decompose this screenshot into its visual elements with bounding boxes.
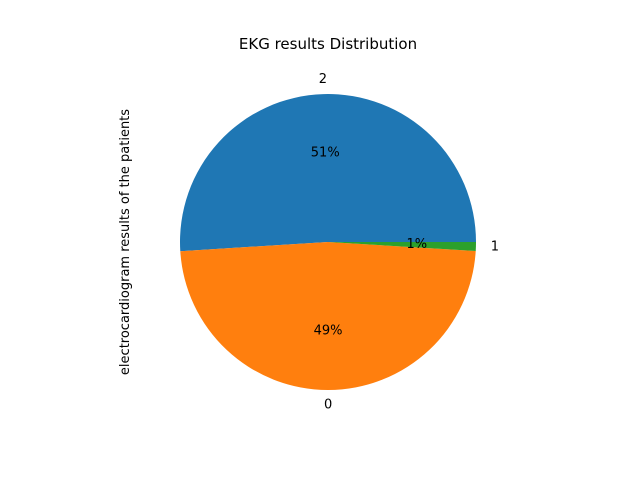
y-axis-label: electrocardiogram results of the patient…: [118, 109, 133, 375]
pie-slice-1: [328, 242, 476, 252]
chart-title: EKG results Distribution: [239, 35, 417, 53]
slice-label-2: 2: [319, 72, 327, 87]
slice-label-1: 1: [491, 239, 499, 254]
slice-label-0: 0: [324, 397, 332, 412]
slice-percent-0: 49%: [314, 323, 343, 338]
pie-slice-0: [180, 242, 476, 391]
slice-percent-2: 51%: [311, 146, 340, 161]
pie-slice-2: [180, 94, 476, 252]
pie: 2 51% 0 49% 1 1%: [180, 72, 499, 412]
slice-percent-1: 1%: [406, 237, 427, 252]
